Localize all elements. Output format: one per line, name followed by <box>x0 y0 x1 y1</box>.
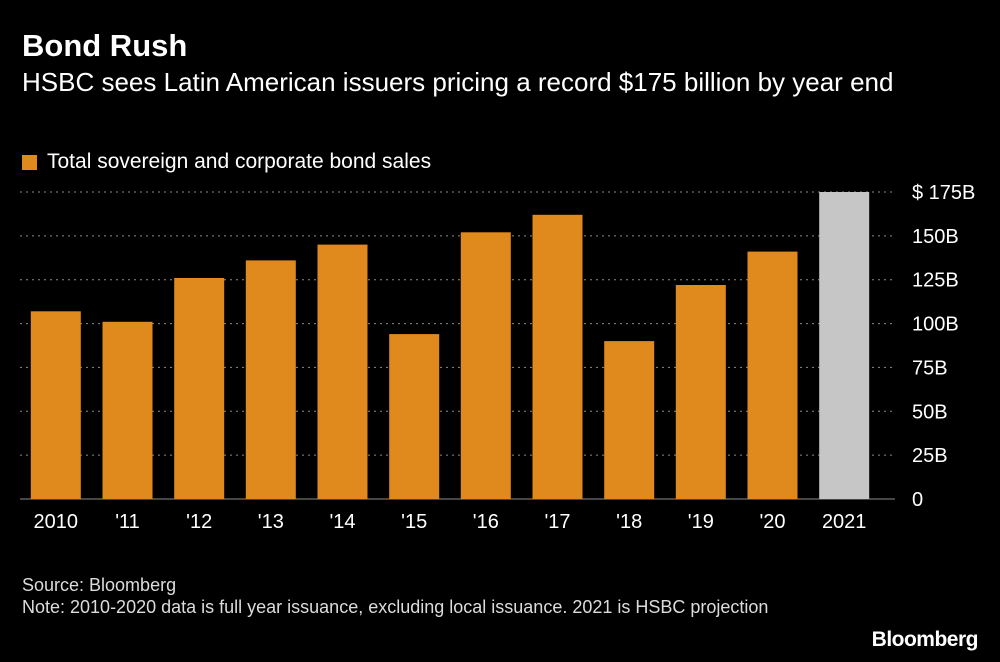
legend-label: Total sovereign and corporate bond sales <box>47 150 432 173</box>
x-tick-label: '20 <box>759 511 785 533</box>
bar <box>30 311 81 499</box>
y-tick-label: 100B <box>912 314 959 336</box>
x-tick-label: '15 <box>401 511 427 533</box>
x-tick-label: '12 <box>186 511 212 533</box>
chart-footer: Source: Bloomberg Note: 2010-2020 data i… <box>22 574 832 618</box>
methodology-note: Note: 2010-2020 data is full year issuan… <box>22 597 769 617</box>
projection-bar <box>819 192 870 499</box>
y-tick-label: 75B <box>912 357 948 379</box>
source-note: Source: Bloomberg <box>22 575 177 595</box>
x-tick-label: '14 <box>329 511 355 533</box>
bar <box>675 285 726 499</box>
bar <box>460 232 511 500</box>
y-tick-label: 25B <box>912 445 948 467</box>
legend-swatch <box>22 154 37 170</box>
bar <box>317 244 368 499</box>
bloomberg-logo: Bloomberg <box>871 628 979 651</box>
y-tick-label: 150B <box>912 226 959 248</box>
bar <box>389 334 440 499</box>
y-tick-label: $ 175B <box>912 182 975 204</box>
x-tick-label: '16 <box>473 511 499 533</box>
y-tick-label: 125B <box>912 270 959 292</box>
bar <box>102 321 153 499</box>
x-tick-label: '17 <box>544 511 570 533</box>
bar <box>747 251 798 499</box>
bar <box>604 341 655 499</box>
x-tick-label: 2021 <box>822 511 867 533</box>
bar <box>532 214 583 500</box>
x-tick-label: 2010 <box>34 511 79 533</box>
chart-title: Bond Rush <box>22 28 188 63</box>
y-tick-label: 50B <box>912 401 948 423</box>
legend: Total sovereign and corporate bond sales <box>22 148 431 176</box>
chart-subtitle: HSBC sees Latin American issuers pricing… <box>22 67 894 97</box>
x-tick-label: '13 <box>258 511 284 533</box>
x-tick-label: '19 <box>688 511 714 533</box>
x-tick-label: '11 <box>115 511 140 533</box>
bar <box>174 278 225 499</box>
x-tick-label: '18 <box>616 511 642 533</box>
bar <box>245 260 296 499</box>
y-tick-label: 0 <box>912 489 923 511</box>
